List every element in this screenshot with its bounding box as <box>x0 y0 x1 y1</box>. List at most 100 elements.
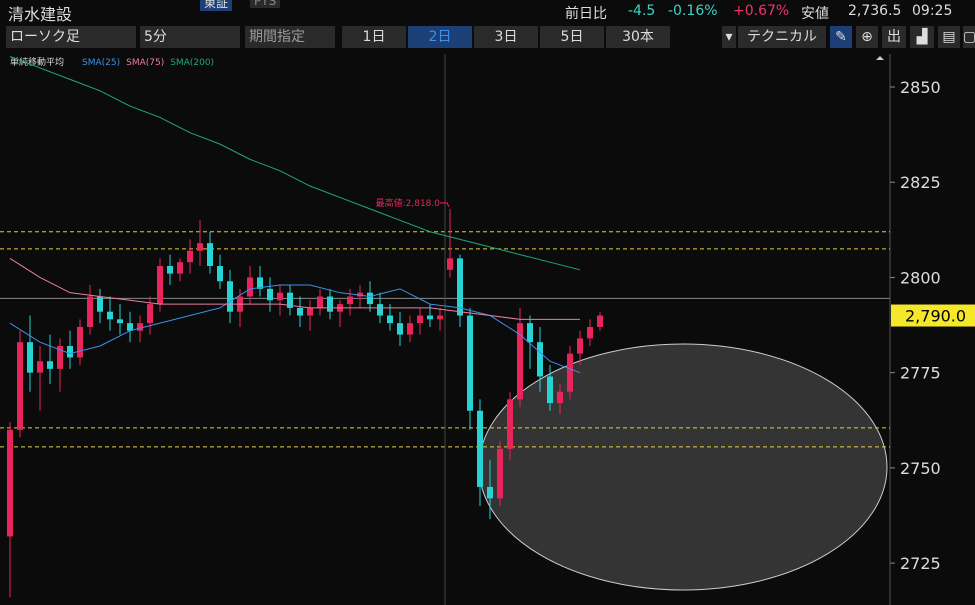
candle-body <box>567 353 573 392</box>
candle-body <box>97 296 103 312</box>
candle-body <box>347 296 353 305</box>
candle-body <box>537 342 543 377</box>
day-pct: +0.67% <box>733 3 790 19</box>
candle-body <box>297 307 303 316</box>
collapse-icon[interactable] <box>876 56 884 60</box>
range-button[interactable]: 3日 <box>474 26 538 48</box>
tab[interactable]: PTS <box>250 0 281 8</box>
candle-body <box>307 307 313 316</box>
chart: 単純移動平均 2725 2750 2775 2800 2825 2850 SMA(25) SM… <box>0 54 975 605</box>
candle-body <box>407 323 413 335</box>
legend-entry: SMA(25) <box>82 58 120 68</box>
candle-body <box>287 292 293 308</box>
candle-body <box>437 315 443 320</box>
candle-body <box>377 304 383 316</box>
low-label: 安値 <box>801 6 829 22</box>
y-tick-label: 2825 <box>900 173 941 192</box>
candle-body <box>527 323 533 343</box>
dropdown-arrow[interactable]: ▾ <box>722 26 736 48</box>
candle-body <box>457 258 463 316</box>
candle-body <box>367 292 373 305</box>
candle-body <box>7 429 13 537</box>
annotation-arrow <box>440 202 450 208</box>
candle-body <box>87 296 93 327</box>
candle-body <box>477 410 483 487</box>
candle-body <box>417 315 423 324</box>
candle-body <box>277 292 283 301</box>
interval-select[interactable]: 5分 <box>140 26 240 48</box>
change-label: 前日比 <box>565 6 607 22</box>
legend-entry: SMA(200) <box>170 58 214 68</box>
more-icon[interactable]: ▢ <box>963 26 975 48</box>
range-button[interactable]: 2日 <box>408 26 472 48</box>
price-tag-label: 2,790.0 <box>905 307 966 326</box>
candle-body <box>257 277 263 289</box>
range-button[interactable]: 1日 <box>342 26 406 48</box>
technical-button[interactable]: テクニカル <box>738 26 826 48</box>
low-value: 2,736.5 <box>848 3 902 19</box>
candle-body <box>317 296 323 308</box>
tab[interactable]: 東証 <box>200 0 233 11</box>
range-button[interactable]: 5日 <box>540 26 604 48</box>
save-icon[interactable]: ▤ <box>938 26 960 48</box>
candle-body <box>177 262 183 274</box>
candle-body <box>207 243 213 267</box>
candle-body <box>487 486 493 499</box>
candle-body <box>557 391 563 404</box>
candle-body <box>67 345 73 358</box>
candle-body <box>147 304 153 324</box>
y-tick-label: 2725 <box>900 554 941 573</box>
sma-line <box>9 284 581 374</box>
export-button[interactable]: 出 <box>882 26 906 48</box>
stock-name: 清水建設 <box>8 5 73 24</box>
y-tick-label: 2750 <box>900 459 941 478</box>
candle-body <box>357 292 363 297</box>
candle-body <box>167 266 173 274</box>
zoom-icon[interactable]: ⊕ <box>856 26 878 48</box>
candle-body <box>427 315 433 320</box>
candle-body <box>217 266 223 282</box>
price-tag <box>891 304 975 327</box>
candle-body <box>197 243 203 251</box>
candle-body <box>57 345 63 369</box>
candle-body <box>37 361 43 373</box>
candle-body <box>187 250 193 263</box>
high-annotation: 最高値:2,818.0 <box>376 197 441 209</box>
candle-body <box>467 315 473 411</box>
candle-body <box>107 311 113 320</box>
legend-title: 単純移動平均 <box>10 56 64 68</box>
candle-body <box>327 296 333 312</box>
candle-body <box>247 277 253 297</box>
candle-body <box>497 448 503 499</box>
candle-body <box>77 326 83 358</box>
candle-body <box>137 323 143 331</box>
candle-body <box>157 266 163 305</box>
candle-body <box>587 326 593 339</box>
range-button[interactable]: 30本 <box>606 26 670 48</box>
chart-type-select[interactable]: ローソク足 <box>6 26 136 48</box>
candle-body <box>547 376 553 404</box>
candle-body <box>127 323 133 331</box>
y-tick-label: 2775 <box>900 364 941 383</box>
candle-body <box>47 361 53 369</box>
sma-line <box>9 56 581 271</box>
y-tick-label: 2850 <box>900 78 941 97</box>
candle-body <box>117 319 123 324</box>
candle-body <box>387 315 393 324</box>
candle-body <box>577 338 583 354</box>
candle-body <box>397 323 403 335</box>
draw-icon[interactable]: ✎ <box>830 26 852 48</box>
chart-icon[interactable]: ▟ <box>910 26 934 48</box>
candle-body <box>17 342 23 430</box>
y-tick-label: 2800 <box>900 268 941 287</box>
period-select[interactable]: 期間指定 <box>245 26 335 48</box>
change-pct: -0.16% <box>668 3 718 19</box>
time: 09:25 <box>912 3 953 19</box>
candle-body <box>267 288 273 301</box>
sma-line <box>9 257 580 320</box>
change: -4.5 <box>628 3 656 19</box>
candle-body <box>507 399 513 449</box>
legend-entry: SMA(75) <box>126 58 164 68</box>
candle-body <box>597 315 603 327</box>
